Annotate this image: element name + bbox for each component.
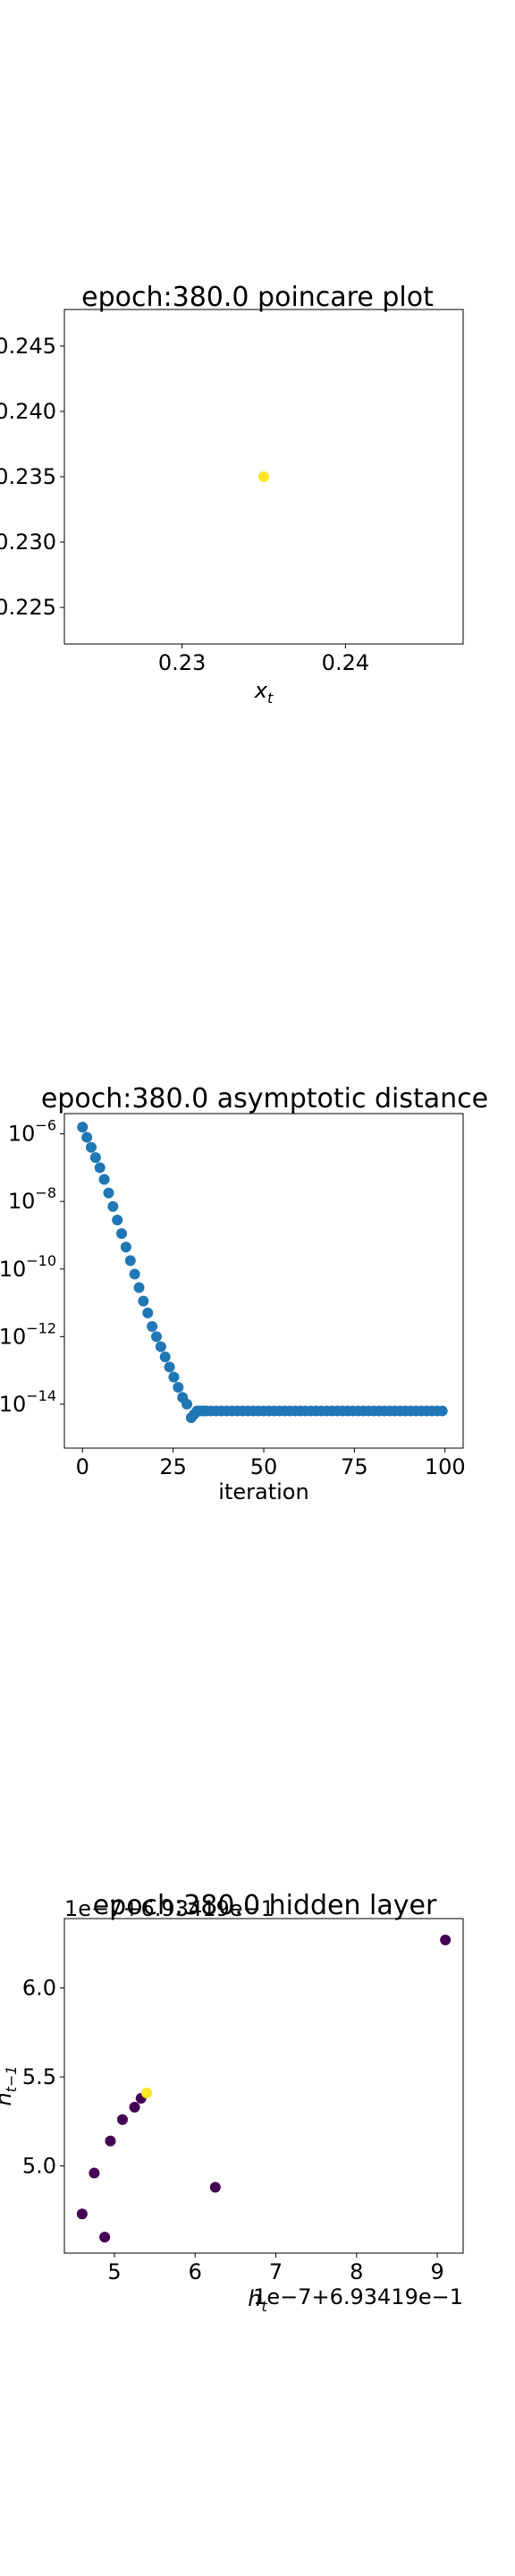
y-tick-label: 10−8 xyxy=(8,1184,56,1214)
data-point xyxy=(98,1174,110,1185)
data-point xyxy=(182,1398,193,1410)
x-tick-label: 0 xyxy=(76,1454,89,1479)
y-tick-label: 10−14 xyxy=(0,1387,56,1417)
data-point xyxy=(103,1187,114,1199)
y-tick-label: 10−10 xyxy=(0,1252,56,1282)
data-point xyxy=(147,1321,158,1332)
x-axis-label: iteration xyxy=(218,1479,308,1504)
x-tick-label: 0.24 xyxy=(322,650,369,675)
y-tick-label: 0.230 xyxy=(0,530,56,555)
x-tick-label: 100 xyxy=(425,1454,466,1479)
data-point xyxy=(124,1255,136,1267)
x-tick-label: 50 xyxy=(250,1454,278,1479)
y-tick-label: 10−12 xyxy=(0,1319,56,1349)
data-point xyxy=(120,1241,131,1253)
y-tick-label: 10−6 xyxy=(8,1117,56,1147)
data-point xyxy=(107,1200,119,1212)
data-point xyxy=(129,2101,140,2113)
x-axis-label: xt xyxy=(254,678,274,707)
data-point xyxy=(168,1371,180,1383)
y-tick-label: 5.0 xyxy=(22,2154,56,2179)
x-tick-label: 8 xyxy=(350,2259,363,2284)
data-point xyxy=(99,2232,111,2243)
x-tick-label: 9 xyxy=(430,2259,443,2284)
data-point xyxy=(155,1341,166,1352)
poincare-plot: epoch:380.0 poincare plot 0.23 0.24 0.225 0… xyxy=(0,282,464,707)
y-tick-label: 0.245 xyxy=(0,334,56,359)
data-point xyxy=(116,1228,128,1240)
chart-title: epoch:380.0 hidden layer xyxy=(93,1890,437,1921)
x-tick-label: 0.23 xyxy=(158,650,206,675)
x-tick-label: 7 xyxy=(269,2259,283,2284)
y-tick-label: 0.240 xyxy=(0,399,56,424)
plot-frame xyxy=(63,1113,464,1449)
y-tick-label: 6.0 xyxy=(22,1976,56,2001)
data-point xyxy=(86,1141,97,1153)
y-axis-label: ht−1 xyxy=(0,2065,20,2106)
data-point xyxy=(89,1152,101,1164)
data-point xyxy=(133,1282,145,1293)
y-offset-label: 1e−7+6.93419e−1 xyxy=(64,1896,274,1921)
data-point xyxy=(117,2114,129,2125)
data-point xyxy=(159,1352,171,1362)
x-tick-label: 75 xyxy=(341,1454,368,1479)
data-point xyxy=(77,1122,89,1133)
chart-title: epoch:380.0 asymptotic distance xyxy=(41,1083,488,1114)
data-point xyxy=(258,471,269,482)
y-tick-label: 5.5 xyxy=(22,2064,56,2089)
data-point xyxy=(89,2167,100,2179)
data-point xyxy=(76,2208,88,2220)
data-point xyxy=(129,1268,140,1280)
data-point xyxy=(105,2135,116,2147)
x-offset-label: 1e−7+6.93419e−1 xyxy=(253,2284,463,2309)
asymptotic-distance-plot: epoch:380.0 asymptotic distance 0 25 50 75 1… xyxy=(0,1083,488,1504)
data-point xyxy=(164,1361,175,1373)
data-point xyxy=(209,2182,221,2193)
data-point xyxy=(436,1405,448,1417)
x-tick-label: 6 xyxy=(189,2259,202,2284)
data-point xyxy=(142,1307,154,1318)
y-tick-label: 0.235 xyxy=(0,464,56,489)
data-point xyxy=(141,2087,153,2098)
data-point xyxy=(94,1162,106,1174)
plot-frame xyxy=(63,1918,464,2254)
x-tick-label: 25 xyxy=(159,1454,187,1479)
data-point xyxy=(440,1934,452,1945)
data-point xyxy=(138,1295,149,1307)
data-point xyxy=(81,1131,93,1143)
data-point xyxy=(173,1382,184,1393)
x-tick-label: 5 xyxy=(107,2259,121,2284)
data-point xyxy=(112,1215,123,1225)
y-tick-label: 0.225 xyxy=(0,595,56,620)
chart-title: epoch:380.0 poincare plot xyxy=(81,282,434,313)
data-point xyxy=(150,1331,162,1343)
hidden-layer-plot: epoch:380.0 hidden layer 5 6 7 8 9 5.0 5.5 6.0 1… xyxy=(0,1890,464,2315)
